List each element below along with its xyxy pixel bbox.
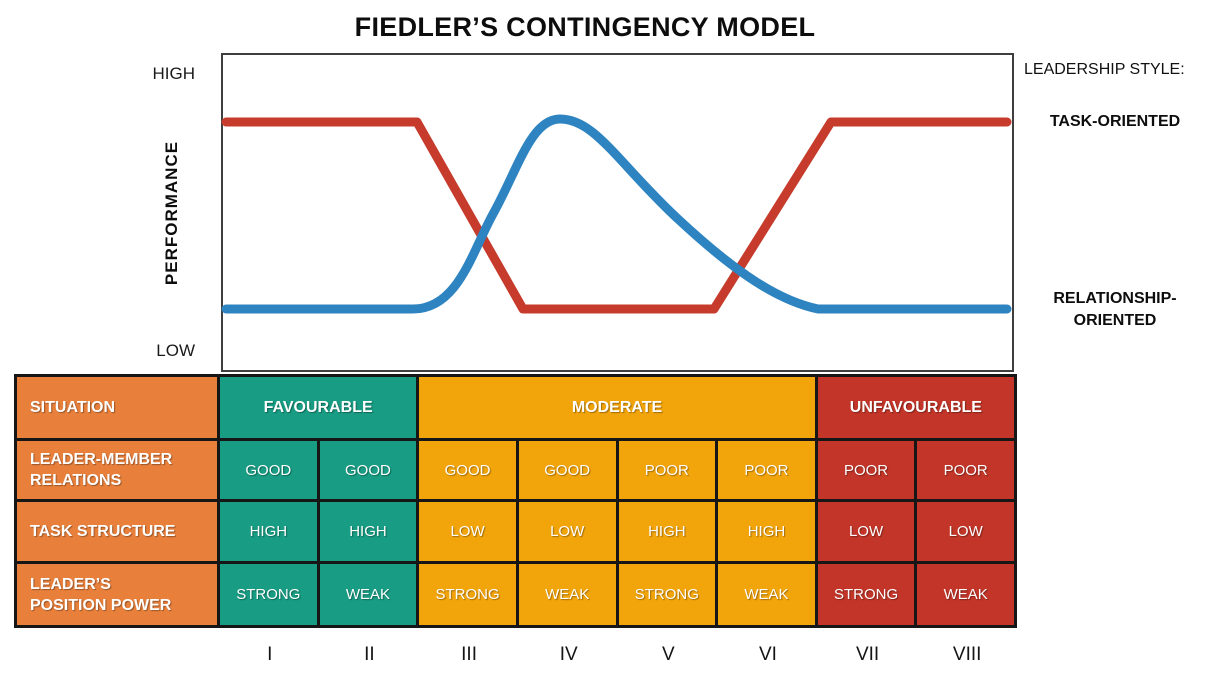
octant-label: III — [461, 644, 477, 665]
table-header-situation: SITUATION — [17, 377, 217, 438]
table-cell: STRONG — [220, 564, 317, 625]
table-cell: GOOD — [518, 441, 616, 499]
table-cell: HIGH — [618, 502, 716, 561]
table-cell: LOW — [917, 502, 1014, 561]
table-cell: STRONG — [419, 564, 516, 625]
y-axis-high-label: HIGH — [152, 64, 196, 83]
legend-relationship-oriented-label: RELATIONSHIP- ORIENTED — [1053, 290, 1177, 329]
table-cell: POOR — [718, 441, 815, 499]
y-axis-title: PERFORMANCE — [162, 140, 181, 286]
table-header-unfavourable: UNFAVOURABLE — [817, 377, 1014, 438]
table-cell: LOW — [817, 502, 915, 561]
table-cell: STRONG — [817, 564, 915, 625]
table-cell: LOW — [518, 502, 616, 561]
chart-plot-area — [221, 53, 1014, 372]
octant-label: II — [364, 644, 375, 665]
row-label-task-structure: TASK STRUCTURE — [17, 502, 217, 561]
octant-label: IV — [559, 644, 578, 665]
table-cell: WEAK — [718, 564, 815, 625]
table-header-favourable: FAVOURABLE — [220, 377, 417, 438]
legend-task-oriented-label: TASK-ORIENTED — [1049, 113, 1181, 130]
table-cell: HIGH — [319, 502, 417, 561]
row-label-leader-member-relations: LEADER-MEMBER RELATIONS — [17, 441, 217, 499]
table-cell: WEAK — [319, 564, 417, 625]
octant-label: VII — [855, 644, 880, 665]
performance-curves — [221, 114, 1012, 314]
table-cell: GOOD — [319, 441, 417, 499]
octant-label: I — [267, 644, 273, 665]
table-cell: WEAK — [917, 564, 1014, 625]
table-cell: POOR — [917, 441, 1014, 499]
situation-table: SITUATION FAVOURABLE MODERATE UNFAVOURAB… — [14, 374, 1017, 628]
relationship-oriented-line — [221, 114, 1012, 314]
octant-labels: I II III IV V VI VII VIII — [220, 644, 1017, 666]
table-cell: STRONG — [618, 564, 716, 625]
octant-label: VI — [758, 644, 777, 665]
legend-heading: LEADERSHIP STYLE: — [1024, 61, 1185, 78]
table-cell: HIGH — [718, 502, 815, 561]
octant-label: VIII — [952, 644, 982, 665]
octant-label: V — [661, 644, 675, 665]
table-cell: GOOD — [419, 441, 516, 499]
table-cell: WEAK — [518, 564, 616, 625]
table-cell: LOW — [419, 502, 516, 561]
table-header-moderate: MODERATE — [419, 377, 815, 438]
row-label-leaders-position-power: LEADER’S POSITION POWER — [17, 564, 217, 625]
task-oriented-line — [221, 117, 1012, 314]
table-cell: POOR — [618, 441, 716, 499]
page-title: FIEDLER’S CONTINGENCY MODEL — [354, 12, 816, 42]
table-cell: HIGH — [220, 502, 317, 561]
y-axis-low-label: LOW — [156, 341, 195, 360]
table-cell: GOOD — [220, 441, 317, 499]
table-cell: POOR — [817, 441, 915, 499]
